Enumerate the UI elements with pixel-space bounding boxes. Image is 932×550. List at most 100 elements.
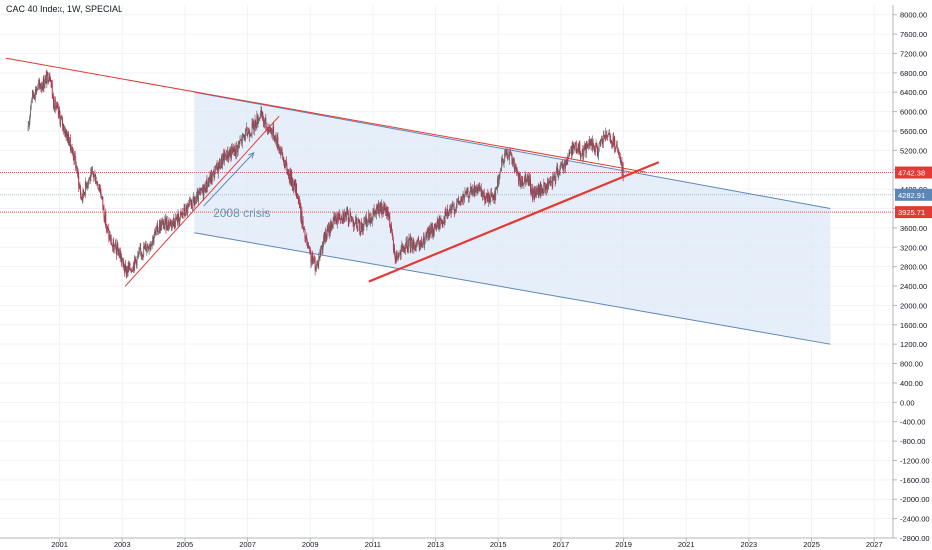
candle-body [463, 194, 465, 201]
candle-body [604, 137, 606, 139]
y-tick-label: 8000.00 [900, 11, 927, 20]
candle-body [108, 235, 110, 239]
candle-body [134, 256, 136, 269]
candle-body [53, 97, 54, 109]
candle-body [480, 187, 482, 195]
candle-body [212, 171, 214, 174]
candle-body [441, 221, 443, 224]
candle-body [57, 106, 59, 115]
candle-body [406, 240, 408, 250]
candle-body [39, 84, 41, 89]
candle-body [50, 81, 52, 83]
candle-body [281, 148, 283, 153]
candle-body [477, 187, 479, 194]
candle-body [241, 138, 243, 144]
candle-body [181, 212, 183, 215]
candle-body [238, 143, 240, 144]
candle-body [279, 147, 281, 154]
candle-body [253, 120, 255, 131]
candle-body [160, 222, 162, 231]
candle-body [187, 205, 189, 214]
candle-body [466, 188, 468, 190]
candle-body [256, 115, 258, 128]
candle-body [486, 193, 488, 198]
candle-body [427, 230, 429, 233]
candle-body [93, 174, 95, 178]
candle-body [549, 181, 551, 184]
candle-body [77, 169, 78, 174]
candle-body [471, 186, 473, 192]
y-tick-label: 5200.00 [900, 146, 927, 155]
candle-body [511, 154, 513, 160]
candle-body [137, 255, 139, 257]
candle-body [260, 109, 262, 113]
candle-body [296, 183, 297, 197]
candle-body [487, 193, 489, 203]
candle-body [563, 162, 565, 166]
candle-body [496, 188, 498, 190]
candle-body [498, 179, 500, 183]
candle-body [609, 133, 611, 138]
candle-body [464, 192, 466, 198]
x-tick-label: 2027 [866, 540, 883, 549]
candle-body [236, 145, 238, 147]
candle-body [434, 224, 436, 225]
candle-body [440, 220, 442, 221]
candle-body [459, 201, 460, 204]
candle-body [102, 206, 104, 208]
candle-body [47, 73, 49, 83]
candle-body [558, 171, 560, 175]
candle-body [131, 269, 133, 272]
candle-body [216, 163, 218, 168]
candle-body [522, 184, 524, 186]
candle-body [98, 188, 100, 189]
candle-body [379, 203, 381, 211]
candle-body [129, 262, 131, 270]
candle-body [418, 240, 420, 248]
crisis-annotation: 2008 crisis [213, 206, 270, 220]
candle-body [123, 263, 125, 270]
candle-body [302, 220, 303, 227]
candle-body [445, 215, 447, 217]
candle-body [240, 138, 242, 141]
candle-body [217, 167, 219, 174]
candle-body [535, 194, 537, 196]
candle-body [178, 219, 180, 223]
candle-body [202, 186, 204, 196]
candle-body [230, 150, 232, 159]
candle-body [295, 183, 297, 191]
candle-body [81, 197, 83, 201]
candle-body [435, 227, 437, 230]
candle-body [228, 151, 230, 159]
candle-body [315, 265, 317, 270]
candle-body [508, 154, 510, 160]
candle-body [205, 191, 207, 193]
candle-body [64, 130, 66, 132]
candle-body [122, 258, 124, 261]
candle-body [114, 245, 116, 247]
candle-body [317, 260, 319, 265]
candle-body [330, 222, 332, 231]
candle-body [227, 154, 229, 159]
candle-body [297, 195, 299, 198]
candle-body [83, 193, 85, 194]
candle-body [442, 221, 444, 224]
candle-body [570, 146, 572, 155]
candle-body [516, 169, 518, 173]
candle-body [388, 215, 390, 217]
candle-body [512, 160, 514, 163]
candle-body [246, 127, 248, 136]
candle-body [396, 252, 398, 258]
candle-body [284, 164, 286, 168]
candle-body [347, 211, 349, 212]
candle-body [538, 187, 540, 196]
candle-body [562, 166, 564, 170]
candle-body [159, 223, 161, 231]
candle-body [127, 265, 129, 274]
candle-body [594, 149, 596, 152]
candle-body [412, 246, 414, 249]
candle-body [63, 131, 65, 133]
candle-body [578, 144, 580, 153]
candle-body [110, 237, 112, 241]
